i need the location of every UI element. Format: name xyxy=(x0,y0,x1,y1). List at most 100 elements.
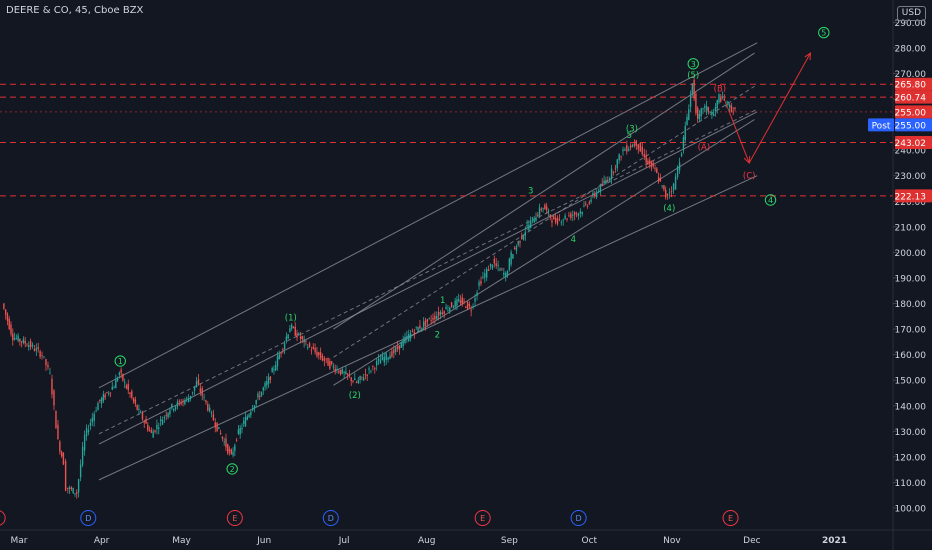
event-marker-label: D xyxy=(85,514,91,523)
candle-body xyxy=(230,449,233,454)
candle-body xyxy=(705,106,708,111)
candle-body xyxy=(219,433,222,435)
candle-body xyxy=(526,224,528,227)
price-tick-label: 140.00 xyxy=(895,402,927,412)
candle-body xyxy=(531,217,534,219)
candle-body xyxy=(17,335,19,341)
candle-body xyxy=(41,355,43,357)
candle-body xyxy=(255,400,257,405)
candle-body xyxy=(33,349,36,351)
candle-body xyxy=(241,427,243,430)
candle-body xyxy=(408,333,410,341)
candle-body xyxy=(4,309,7,315)
candle-body xyxy=(26,345,28,347)
candle-body xyxy=(704,106,706,108)
candle-body xyxy=(39,351,41,357)
candle-body xyxy=(682,136,685,151)
wave-label: 1 xyxy=(118,357,123,366)
candle-body xyxy=(449,307,451,312)
candle-body xyxy=(698,113,701,120)
candle-body xyxy=(178,401,180,403)
candle-body xyxy=(364,374,367,375)
candle-body xyxy=(287,334,289,339)
candle-body xyxy=(346,373,349,376)
candle-body xyxy=(387,357,389,360)
candle-body xyxy=(674,176,677,190)
candle-body xyxy=(422,321,425,327)
candle-body xyxy=(610,168,613,179)
level-price-badge xyxy=(895,77,932,91)
candle-body xyxy=(461,297,463,304)
candle-body xyxy=(641,146,643,155)
candle-body xyxy=(212,414,215,421)
candle-body xyxy=(189,395,192,399)
candle-body xyxy=(700,108,702,117)
candle-body xyxy=(637,144,639,150)
candle-body xyxy=(161,419,164,425)
candle-body xyxy=(163,416,166,418)
price-axis[interactable]: 100.00 110.00 120.00 130.00 140.00 150.00 160.… xyxy=(868,0,932,550)
wave-label: (A) xyxy=(698,143,710,153)
candle-body xyxy=(562,219,564,221)
currency-badge[interactable]: USD xyxy=(896,6,926,21)
candle-body xyxy=(728,104,731,108)
candle-body xyxy=(385,352,387,360)
candle-body xyxy=(124,381,126,383)
time-tick-label: Sep xyxy=(501,536,518,546)
candle-body xyxy=(244,417,247,427)
candle-body xyxy=(487,269,490,271)
candle-body xyxy=(599,184,602,193)
candle-body xyxy=(307,347,309,349)
candle-body xyxy=(542,207,544,209)
candle-body xyxy=(199,388,202,392)
candle-body xyxy=(159,419,162,421)
candle-body xyxy=(639,142,641,152)
candle-body xyxy=(372,365,374,367)
candle-body xyxy=(466,301,469,309)
candle-body xyxy=(663,185,665,190)
candle-body xyxy=(191,391,194,393)
candle-body xyxy=(572,215,574,217)
level-price-label: 222.13 xyxy=(895,192,927,202)
candle-body xyxy=(413,332,416,335)
candle-body xyxy=(419,325,421,329)
candle-body xyxy=(626,145,628,152)
wave-label: 3 xyxy=(528,187,533,197)
candle-body xyxy=(684,125,686,141)
candle-body xyxy=(62,452,65,465)
candle-body xyxy=(55,410,57,429)
price-tick-label: 280.00 xyxy=(895,44,927,54)
candle-body xyxy=(575,213,578,215)
candle-body xyxy=(680,153,683,156)
candle-body xyxy=(622,149,624,152)
time-axis[interactable]: Mar Apr May Jun Jul Aug Sep Oct Nov Dec 2021 xyxy=(0,529,932,546)
candle-body xyxy=(269,376,272,380)
time-tick-label: Apr xyxy=(94,536,110,546)
candle-body xyxy=(289,328,291,333)
candle-body xyxy=(47,365,49,368)
candle-body xyxy=(332,366,335,368)
event-marker-label: D xyxy=(328,514,334,523)
candle-body xyxy=(308,343,311,348)
candle-body xyxy=(370,370,372,372)
wave-label: 3 xyxy=(691,60,696,69)
event-marker xyxy=(322,510,339,526)
candle-body xyxy=(497,264,499,266)
candle-body xyxy=(348,374,351,376)
candle-body xyxy=(31,344,34,347)
candle-body xyxy=(676,166,679,178)
candle-body xyxy=(292,327,295,329)
price-tick-label: 240.00 xyxy=(895,147,927,157)
event-marker-label: E xyxy=(728,514,733,523)
candle-body xyxy=(334,368,336,372)
wave-label: 4 xyxy=(768,196,773,205)
candle-body xyxy=(182,401,184,403)
candle-body xyxy=(505,272,507,278)
candle-body xyxy=(400,341,402,348)
candle-body xyxy=(139,412,142,414)
candle-body xyxy=(585,203,587,205)
candle-body xyxy=(60,451,63,457)
candle-body xyxy=(529,220,532,228)
